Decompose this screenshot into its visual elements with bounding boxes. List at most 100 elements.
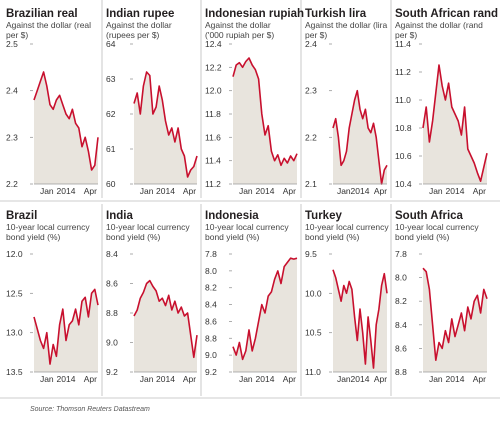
panel-subtitle: per $) — [395, 30, 417, 40]
series-area — [134, 72, 197, 184]
x-tick-label: Apr — [473, 186, 486, 196]
y-tick-label: 10.4 — [395, 179, 412, 189]
y-tick-label: 60 — [106, 179, 116, 189]
panel-subtitle: per $) — [6, 30, 28, 40]
x-tick-label: Apr — [84, 374, 97, 384]
x-tick-label: Jan — [140, 374, 154, 384]
x-tick-label: 2014 — [351, 374, 370, 384]
panel-title: India — [106, 210, 133, 222]
y-tick-label: 11.8 — [205, 109, 221, 119]
y-tick-label: 9.5 — [305, 249, 317, 259]
y-tick-label: 2.3 — [6, 132, 18, 142]
y-tick-label: 62 — [106, 109, 116, 119]
x-tick-label: Jan — [429, 186, 443, 196]
y-tick-label: 13.0 — [6, 328, 23, 338]
x-tick-label: 2014 — [256, 186, 275, 196]
x-tick-label: Apr — [84, 186, 97, 196]
panel-subtitle: per $) — [305, 30, 327, 40]
series-line — [33, 288, 99, 365]
panel-subtitle: 10-year local currency — [106, 222, 190, 232]
x-tick-label: Apr — [283, 186, 296, 196]
panel-title: Brazilian real — [6, 8, 78, 20]
series-line — [422, 267, 488, 361]
y-tick-label: 61 — [106, 144, 116, 154]
y-tick-label: 2.1 — [305, 179, 317, 189]
x-tick-label: Jan — [337, 186, 351, 196]
x-tick-label: Apr — [183, 374, 196, 384]
y-tick-label: 10.8 — [395, 123, 412, 133]
panel-title: Indian rupee — [106, 8, 174, 20]
x-tick-label: Jan — [239, 186, 253, 196]
y-tick-label: 8.8 — [395, 367, 407, 377]
x-tick-label: 2014 — [156, 374, 175, 384]
series-line — [133, 279, 198, 359]
y-tick-label: 2.3 — [305, 86, 317, 96]
panel-title: Indonesian rupiah — [205, 8, 304, 20]
y-tick-label: 11.4 — [205, 156, 221, 166]
y-tick-label: 12.4 — [205, 39, 222, 49]
y-tick-label: 8.8 — [205, 333, 217, 343]
x-tick-label: Apr — [374, 374, 387, 384]
panel-subtitle: bond yield (%) — [106, 232, 161, 242]
y-tick-label: 8.6 — [205, 316, 217, 326]
series-line — [332, 269, 388, 369]
y-tick-label: 12.5 — [6, 288, 23, 298]
panel-dividers — [0, 0, 500, 399]
y-tick-label: 10.0 — [305, 288, 322, 298]
y-tick-label: 7.8 — [205, 249, 217, 259]
y-tick-label: 8.6 — [106, 279, 118, 289]
series-line — [332, 89, 388, 185]
panel-subtitle: Against the dollar — [205, 20, 271, 30]
x-tick-label: 2014 — [57, 186, 76, 196]
series-line — [133, 71, 198, 178]
series-line — [232, 257, 298, 361]
y-tick-label: 12.0 — [6, 249, 23, 259]
series-line — [422, 64, 488, 182]
y-tick-label: 9.0 — [106, 338, 118, 348]
y-tick-label: 8.4 — [395, 320, 407, 330]
y-tick-label: 8.2 — [395, 296, 407, 306]
y-tick-label: 13.5 — [6, 367, 23, 377]
x-tick-label: 2014 — [351, 186, 370, 196]
panel-subtitle: 10-year local currency — [305, 222, 389, 232]
panel-title: Turkey — [305, 210, 342, 222]
panel-title: South Africa — [395, 210, 464, 222]
y-tick-label: 7.8 — [395, 249, 407, 259]
y-tick-label: 11.2 — [205, 179, 221, 189]
y-tick-label: 8.8 — [106, 308, 118, 318]
y-tick-label: 8.6 — [395, 343, 407, 353]
y-tick-label: 9.0 — [205, 350, 217, 360]
x-tick-label: Jan — [337, 374, 351, 384]
series-area — [34, 289, 98, 372]
series-area — [423, 65, 487, 184]
y-tick-label: 2.2 — [305, 132, 317, 142]
y-tick-label: 64 — [106, 39, 116, 49]
panel-subtitle: Against the dollar — [106, 20, 172, 30]
x-tick-label: 2014 — [446, 374, 465, 384]
y-tick-label: 12.2 — [205, 62, 222, 72]
panel-title: Brazil — [6, 210, 37, 222]
x-tick-label: 2014 — [256, 374, 275, 384]
panel-subtitle: Against the dollar (lira — [305, 20, 387, 30]
y-tick-label: 10.6 — [395, 151, 412, 161]
source-note: Source: Thomson Reuters Datastream — [30, 406, 150, 413]
x-tick-label: 2014 — [156, 186, 175, 196]
series-line — [232, 57, 298, 167]
y-tick-label: 9.2 — [205, 367, 217, 377]
panel-subtitle: Against the dollar (rand — [395, 20, 483, 30]
panel-subtitle: 10-year local currency — [6, 222, 90, 232]
x-tick-label: Apr — [374, 186, 387, 196]
series-area — [134, 280, 197, 372]
y-tick-label: 2.2 — [6, 179, 18, 189]
y-tick-label: 11.2 — [395, 67, 411, 77]
x-tick-label: Jan — [429, 374, 443, 384]
